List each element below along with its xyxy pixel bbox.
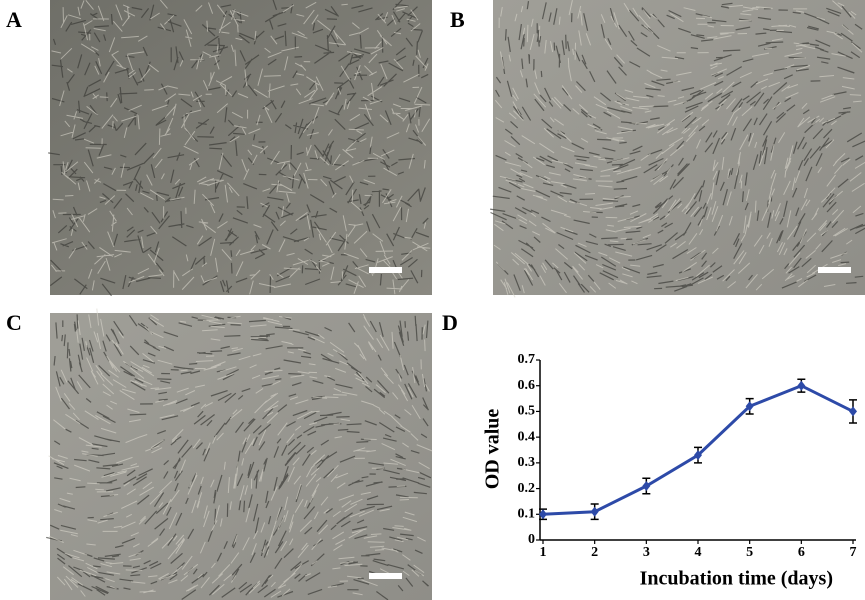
cell-texture [51, 0, 431, 295]
y-tick-label: 0.1 [518, 507, 536, 522]
panel-label: D [442, 310, 458, 335]
y-tick-label: 0.5 [518, 404, 536, 419]
x-tick-label: 7 [850, 545, 857, 560]
panel-label: C [6, 310, 22, 335]
data-point [539, 509, 547, 520]
panel-label: A [6, 7, 22, 32]
cell-texture [490, 1, 865, 293]
y-tick-label: 0.6 [518, 378, 536, 393]
data-point [694, 450, 702, 461]
micrograph [50, 313, 432, 600]
y-tick-label: 0.4 [518, 429, 536, 444]
x-tick-label: 4 [695, 545, 702, 560]
data-point [745, 401, 754, 412]
x-tick-label: 6 [798, 545, 805, 560]
y-tick-label: 0.7 [518, 352, 536, 367]
data-point [590, 506, 599, 517]
scale-bar [818, 267, 851, 273]
x-tick-label: 3 [643, 545, 650, 560]
panel-label: B [450, 7, 465, 32]
x-tick-label: 1 [540, 545, 547, 560]
cell-texture [48, 308, 433, 598]
x-tick-label: 5 [746, 545, 753, 560]
y-axis-label: OD value [482, 409, 504, 490]
x-axis-label: Incubation time (days) [640, 568, 833, 590]
data-point [797, 380, 806, 391]
cell-texture [46, 0, 865, 600]
scale-bar [369, 573, 402, 579]
cell-texture [493, 0, 865, 298]
y-tick-label: 0.3 [518, 455, 536, 470]
y-tick-label: 0 [528, 532, 535, 547]
micrograph [50, 0, 432, 295]
scale-bar [369, 267, 402, 273]
y-tick-label: 0.2 [518, 481, 536, 496]
data-point [849, 406, 857, 417]
data-point [642, 481, 651, 491]
cell-texture [46, 314, 432, 600]
x-tick-label: 2 [591, 545, 598, 560]
